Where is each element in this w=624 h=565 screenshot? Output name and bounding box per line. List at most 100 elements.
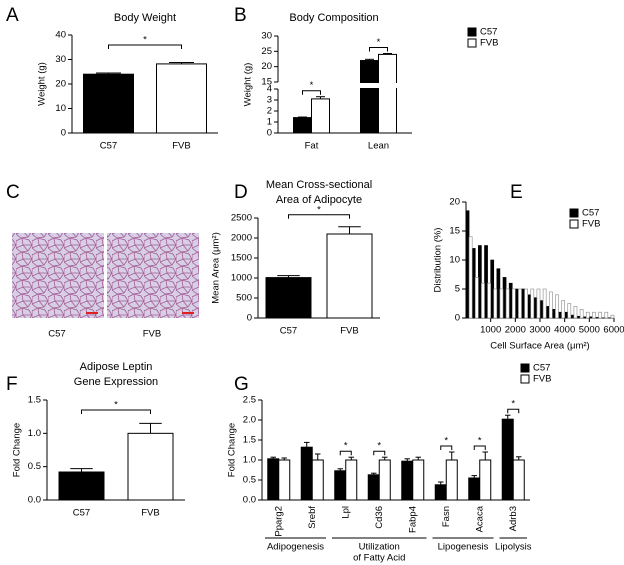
significance-label: * — [377, 37, 381, 48]
significance-bracket — [369, 46, 388, 52]
bar — [378, 459, 391, 501]
histogram-bar — [604, 311, 609, 319]
significance-bracket — [373, 450, 386, 456]
group-label: Lipolysis — [495, 542, 532, 553]
histogram-bar — [533, 297, 538, 319]
histogram-bar — [521, 288, 525, 319]
x-tick-label: C57 — [100, 141, 117, 152]
chart-title: Area of Adipocyte — [276, 194, 362, 206]
y-tick-label: 20 — [55, 79, 66, 90]
chart-title: Mean Cross-sectional — [266, 179, 372, 191]
histogram-bar — [490, 259, 495, 319]
y-tick-label: 0 — [267, 128, 272, 139]
histogram-bar — [515, 288, 519, 319]
image-label: FVB — [143, 329, 161, 340]
x-tick-label: Fabp4 — [407, 506, 418, 533]
y-tick-label: 1.0 — [28, 428, 41, 439]
y-tick-label: 5 — [455, 284, 460, 295]
y-tick-label: 0.5 — [243, 475, 256, 486]
histogram-bar — [524, 288, 528, 319]
x-tick-label: Lean — [368, 141, 389, 152]
bar — [334, 470, 347, 501]
bar — [345, 459, 358, 501]
histology-image — [12, 233, 104, 318]
histogram-bar — [545, 306, 550, 319]
panel-letter: C — [6, 182, 20, 203]
histogram-bar — [558, 311, 562, 319]
histogram-bar — [474, 277, 479, 319]
histogram-bar — [493, 288, 498, 319]
panel-letter: D — [234, 182, 248, 203]
histogram-bar — [539, 300, 544, 319]
legend-label: C57 — [480, 27, 497, 38]
x-tick-label: 6000 — [603, 325, 624, 336]
histogram-bar — [465, 210, 470, 319]
histogram-bar — [576, 315, 581, 319]
bar — [300, 446, 313, 501]
histogram-bar — [595, 317, 599, 319]
histogram-bar — [468, 236, 473, 319]
histogram-bar — [589, 316, 593, 319]
significance-label: * — [511, 399, 515, 410]
histogram-bar — [487, 282, 491, 319]
panel-letter: F — [6, 374, 18, 395]
bar — [267, 458, 280, 501]
y-tick-label: 1.0 — [243, 455, 256, 466]
x-tick-label: Adrb3 — [508, 506, 519, 531]
axis-break — [277, 83, 413, 88]
significance-bracket — [288, 214, 350, 219]
y-tick-label: 0 — [455, 313, 460, 324]
x-tick-label: Srebf — [307, 506, 318, 529]
bar — [326, 233, 373, 319]
y-tick-label: 2000 — [231, 233, 252, 244]
x-tick-label: C57 — [73, 508, 90, 519]
x-tick-label: 2000 — [505, 325, 526, 336]
histogram-bar — [542, 288, 547, 319]
y-tick-label: 20 — [449, 197, 460, 208]
y-tick-label: 3 — [267, 95, 272, 106]
bar — [278, 459, 291, 501]
panel-letter: A — [6, 5, 19, 26]
y-axis-label: Weight (g) — [37, 62, 48, 106]
x-tick-label: 5000 — [579, 325, 600, 336]
bar — [127, 432, 174, 501]
bar — [512, 459, 525, 501]
significance-label: * — [114, 400, 118, 411]
x-tick-label: Pparg2 — [273, 506, 284, 537]
significance-bracket — [507, 408, 520, 414]
x-tick-label: FVB — [141, 508, 159, 519]
bar — [156, 63, 207, 134]
significance-label: * — [444, 436, 448, 447]
y-tick-label: 20 — [261, 61, 272, 72]
significance-label: * — [310, 80, 314, 91]
significance-bracket — [108, 44, 182, 49]
scale-bar — [86, 312, 98, 314]
histogram-bar — [484, 245, 488, 319]
histogram-bar — [564, 311, 569, 319]
bar — [445, 459, 458, 501]
y-tick-label: 1.5 — [243, 435, 256, 446]
histogram-bar — [481, 282, 485, 319]
image-label: C57 — [48, 329, 65, 340]
significance-label: * — [377, 441, 381, 452]
histogram-bar — [496, 268, 501, 319]
significance-bracket — [302, 90, 321, 95]
significance-bracket — [440, 445, 453, 450]
chart-title: Adipose Leptin — [80, 361, 153, 373]
bar — [412, 459, 425, 501]
legend-label: C57 — [582, 208, 599, 219]
bar — [479, 459, 492, 501]
panel-letter: E — [510, 182, 523, 203]
x-tick-label: 3000 — [529, 325, 550, 336]
histogram-bar — [585, 311, 590, 319]
group-label: Lipogenesis — [438, 542, 489, 553]
significance-bracket — [339, 450, 352, 456]
panel-letter: B — [234, 5, 247, 26]
histogram-bar — [471, 248, 476, 319]
y-tick-label: 0.0 — [243, 495, 256, 506]
legend-swatch — [569, 219, 579, 229]
histogram-bar — [499, 288, 504, 319]
histogram-bar — [536, 288, 541, 319]
histogram-bar — [561, 300, 565, 319]
